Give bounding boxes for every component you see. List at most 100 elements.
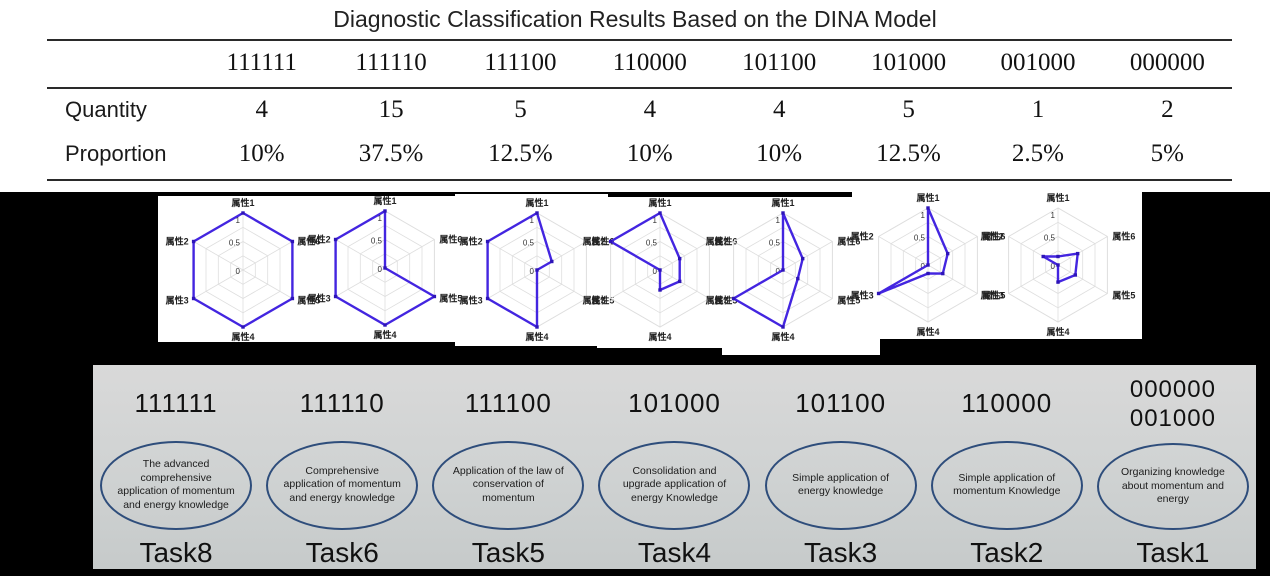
task-label: Task2 [970,537,1044,568]
quantity-cell: 1 [1031,96,1045,123]
radar-axis-label: 属性3 [705,295,729,306]
proportion-cell: 12.5% [488,140,553,167]
svg-text:0.5: 0.5 [646,239,658,248]
task-cell: 111111 The advanced comprehensive applic… [93,375,259,569]
radar-axis-label: 属性2 [980,231,1004,242]
svg-text:1: 1 [921,211,926,220]
radar-axis-label: 属性5 [438,293,462,304]
column-header: 101000 [871,49,947,76]
knowledge-ellipse: Consolidation and upgrade application of… [598,440,751,530]
table-header-row: 111111 111110 111100 110000 101100 10100… [47,42,1232,84]
skill-pattern-codes: 101000 [628,375,721,431]
radar-axis-label: 属性2 [307,234,331,245]
knowledge-ellipse: Simple application of momentum Knowledge [930,440,1083,530]
column-header: 101100 [742,49,817,76]
radar-axis-label: 属性6 [438,234,462,245]
radar-panel [455,194,608,346]
svg-text:0.5: 0.5 [769,239,781,248]
column-header: 111110 [355,49,427,76]
skill-pattern-codes: 111110 [300,375,385,431]
radar-axis-label: 属性3 [980,290,1004,301]
skill-pattern-codes: 101100 [795,375,886,431]
svg-text:1: 1 [378,214,383,223]
skill-pattern-code: 111110 [299,387,385,418]
radar-axis-label: 属性4 [372,329,396,340]
table-rule-bottom [47,179,1232,181]
skill-pattern-code: 110000 [961,387,1053,418]
row-label-quantity: Quantity [65,97,147,122]
column-header: 001000 [1000,49,1076,76]
quantity-cell: 5 [902,96,915,123]
svg-text:0: 0 [378,265,383,274]
task-cell: 101100 Simple application of energy know… [758,375,924,569]
radar-axis-label: 属性2 [459,236,483,247]
skill-pattern-code: 111111 [134,387,218,418]
radar-axis-label: 属性5 [296,295,320,306]
proportion-cell: 2.5% [1011,140,1064,167]
radar-axis-label: 属性1 [915,192,939,203]
svg-text:0.5: 0.5 [523,239,535,248]
radar-axis-label: 属性5 [1111,290,1135,301]
skill-pattern-codes: 110000 [961,375,1052,431]
knowledge-description: Consolidation and upgrade application of… [622,464,727,505]
proportion-cell: 37.5% [358,140,424,167]
task-label: Task3 [804,537,878,568]
radar-axis-label: 属性1 [230,197,254,208]
svg-text:1: 1 [653,216,658,225]
radar-axis-label: 属性2 [165,236,189,247]
task-cell: 000000 001000 Organizing knowledge about… [1090,375,1256,569]
column-header: 111100 [484,49,557,76]
svg-text:1: 1 [776,216,781,225]
knowledge-description: Simple application of momentum Knowledge [953,471,1061,498]
task-label: Task6 [305,537,379,568]
task-label: Task8 [139,537,213,568]
column-header: 000000 [1129,49,1205,76]
proportion-cell: 10% [756,140,803,167]
svg-text:1: 1 [236,216,241,225]
radar-axis-label: 属性6 [590,236,614,247]
radar-axis-label: 属性3 [582,295,606,306]
radar-axis-label: 属性1 [770,197,794,208]
knowledge-ellipse: Simple application of energy knowledge [764,440,917,530]
table-rule-top [47,39,1232,41]
radar-axis-label: 属性1 [524,197,548,208]
radar-panel [852,188,1142,339]
knowledge-ellipse: Application of the law of conservation o… [432,440,585,530]
radar-axis-label: 属性2 [582,236,606,247]
svg-text:1: 1 [530,216,535,225]
task-label: Task4 [637,537,712,568]
knowledge-ellipse: The advanced comprehensive application o… [100,440,253,530]
radar-axis-label: 属性4 [230,331,254,342]
proportion-cell: 10% [238,140,285,167]
svg-text:0: 0 [236,267,241,276]
svg-text:0: 0 [653,267,658,276]
radar-axis-label: 属性1 [1045,192,1069,203]
radar-axis-label: 属性6 [1111,231,1135,242]
radar-chart-110000: 1 0.5 0 属性1 属性2 属性3 属性4 属性5 属性6 [582,197,738,342]
table-proportion-row: Proportion 10% 37.5% 12.5% 10% 10% 12.5%… [47,133,1232,175]
skill-pattern-code: 001000 [1129,405,1216,432]
quantity-cell: 4 [772,96,786,123]
radar-axis-label: 属性4 [524,331,548,342]
skill-pattern-code: 101100 [795,387,887,418]
knowledge-description: Organizing knowledge about momentum and … [1120,466,1225,506]
radar-panel [158,196,457,342]
knowledge-description: Comprehensive application of momentum an… [283,464,401,505]
svg-text:0.5: 0.5 [371,237,383,246]
knowledge-ellipse: Comprehensive application of momentum an… [266,440,419,530]
radar-chart-111110: 1 0.5 0 属性1 属性2 属性3 属性4 属性5 属性6 [307,195,463,340]
radar-axis-label: 属性1 [372,195,396,206]
radar-axis-label: 属性6 [836,236,860,247]
radar-axis-label: 属性2 [705,236,729,247]
proportion-cell: 10% [626,140,673,167]
skill-pattern-code: 111100 [464,387,552,418]
skill-pattern-codes: 111100 [465,375,552,431]
quantity-cell: 5 [514,96,527,123]
knowledge-description: Simple application of energy knowledge [792,471,890,498]
svg-text:0: 0 [530,267,535,276]
table-rule-header [47,87,1232,89]
radar-axis-label: 属性6 [296,236,320,247]
svg-text:0.5: 0.5 [914,234,926,243]
